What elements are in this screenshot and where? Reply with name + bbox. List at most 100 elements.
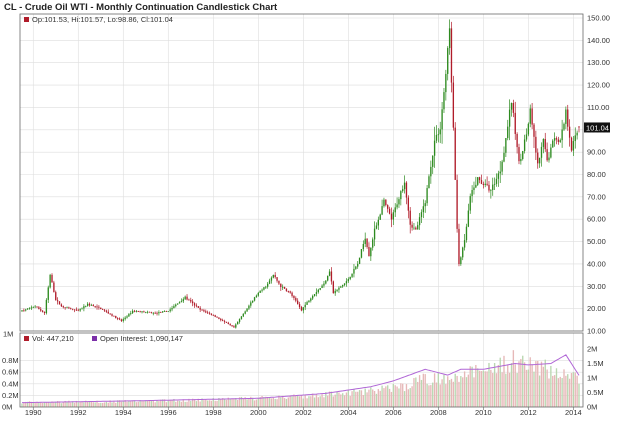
candle-body (516, 133, 518, 148)
candle-body (175, 304, 177, 307)
volume-bar (182, 399, 184, 407)
candle-body (430, 166, 432, 177)
ohlc-marker (24, 17, 29, 22)
candle-body (405, 182, 408, 198)
volume-bar (535, 361, 537, 407)
volume-bar (332, 396, 334, 407)
candle-body (113, 315, 115, 317)
volume-bar (94, 402, 96, 407)
candle-body (85, 305, 87, 307)
candle-body (435, 134, 438, 141)
volume-bar (205, 399, 207, 407)
candle-body (467, 210, 470, 227)
volume-bar (490, 369, 492, 407)
candle-body (432, 155, 434, 167)
candle-body (274, 274, 276, 278)
candle-body (156, 312, 158, 314)
volume-bar (360, 390, 363, 407)
candle-body (463, 240, 466, 248)
candle-body (366, 238, 368, 247)
candle-body (38, 307, 40, 310)
candle-body (413, 227, 415, 229)
candle-body (482, 183, 485, 185)
volume-bar (478, 370, 481, 407)
volume-bar (409, 388, 411, 407)
candle-body (178, 302, 181, 304)
candle-body (578, 126, 580, 128)
volume-bar (358, 390, 361, 407)
volume-bar (553, 375, 556, 407)
volume-bar (493, 362, 496, 407)
candle-body (252, 300, 254, 303)
volume-bar (79, 402, 81, 407)
time-tick-label: 1992 (70, 408, 87, 417)
candle-body (310, 298, 312, 301)
volume-bar (238, 397, 241, 407)
volume-bar (456, 375, 458, 407)
volume-bar (413, 378, 415, 407)
volume-bar (36, 401, 38, 407)
volume-bar (315, 394, 318, 407)
volume-bar (220, 399, 222, 407)
candle-body (315, 292, 318, 295)
chart-title: CL - Crude Oil WTI - Monthly Continuatio… (4, 2, 278, 13)
candle-body (522, 151, 524, 160)
candle-body (383, 199, 385, 207)
candle-body (306, 302, 308, 305)
volume-bar (501, 372, 503, 407)
candle-body (418, 217, 421, 226)
candle-body (158, 312, 160, 314)
volume-bar (293, 394, 295, 407)
candle-body (176, 303, 179, 305)
candle-body (115, 315, 117, 319)
candle-body (456, 179, 458, 229)
candle-body (173, 306, 175, 309)
candle-body (212, 314, 214, 316)
candle-body (56, 300, 59, 302)
price-tick-label: 50.00 (587, 237, 606, 246)
candle-body (229, 323, 231, 326)
candle-body (328, 271, 331, 276)
volume-bar (428, 385, 430, 407)
candle-body (36, 306, 38, 308)
volume-bar (432, 382, 434, 407)
candle-body (160, 312, 162, 313)
candle-body (563, 123, 565, 130)
volume-bar (233, 398, 235, 407)
volume-bar (148, 400, 151, 407)
volume-bar (465, 377, 468, 407)
candle-body (437, 134, 440, 136)
volume-bar (396, 386, 398, 407)
candle-body (510, 103, 513, 110)
price-tick-label: 10.00 (587, 327, 606, 336)
candlesticks (21, 19, 580, 329)
volume-bar (537, 360, 539, 407)
candle-body (145, 312, 147, 313)
candle-body (171, 308, 173, 310)
time-tick-label: 2006 (385, 408, 402, 417)
volume-tick-label-left: 1M (3, 330, 13, 339)
candle-body (23, 310, 25, 312)
candle-body (411, 224, 413, 228)
candle-body (94, 306, 96, 307)
candle-body (137, 311, 139, 312)
time-tick-label: 2014 (565, 408, 582, 417)
volume-bar (45, 402, 48, 407)
volume-bar (349, 396, 351, 407)
candle-body (407, 197, 410, 211)
candle-body (514, 112, 516, 134)
candle-body (458, 228, 460, 265)
volume-bar (128, 400, 130, 407)
candle-body (276, 277, 278, 281)
candle-body (25, 309, 27, 311)
candle-body (402, 189, 404, 192)
volume-bar (291, 396, 293, 407)
volume-bar (345, 392, 348, 407)
candle-body (538, 157, 541, 164)
candle-body (527, 123, 530, 135)
volume-bar (156, 399, 158, 407)
volume-bar (73, 402, 76, 407)
candle-body (473, 187, 475, 191)
volume-bar (163, 399, 166, 407)
volume-bar (424, 374, 426, 407)
